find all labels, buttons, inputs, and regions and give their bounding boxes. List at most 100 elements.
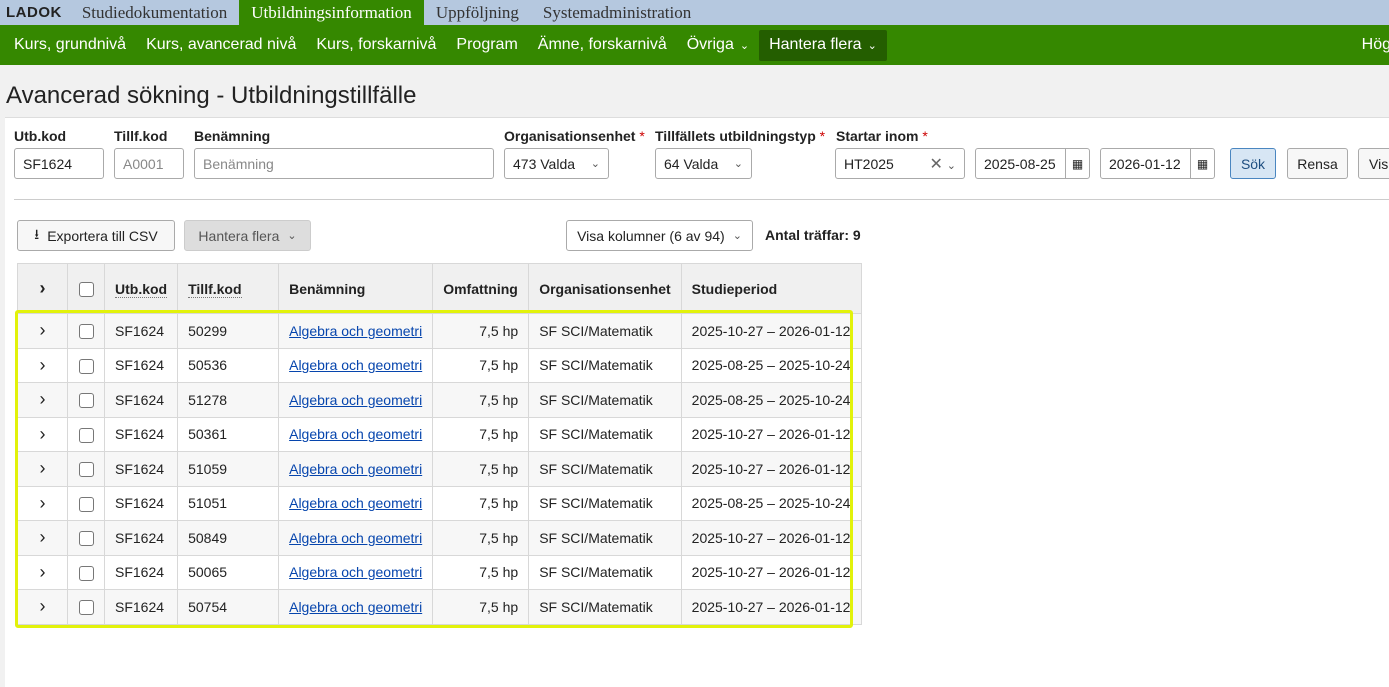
course-link[interactable]: Algebra och geometri [289,564,423,581]
utb-kod-input[interactable]: SF1624 [14,148,104,179]
expand-all-icon[interactable]: › [17,263,68,314]
cell-tillf-kod: 51051 [177,485,280,521]
cell-tillf-kod: 51059 [177,451,280,487]
nav-hantera-flera[interactable]: Hantera flera ⌄ [759,29,887,61]
table-row: › SF1624 50361 Algebra och geometri 7,5 … [17,416,862,452]
cell-utb-kod: SF1624 [103,485,179,521]
chevron-down-icon: ⌄ [946,159,956,172]
value: 64 Valda [664,155,719,172]
expand-row-icon[interactable]: › [17,520,68,556]
row-checkbox[interactable] [78,393,94,409]
cell-org: SF SCI/Matematik [528,520,682,556]
typ-select[interactable]: 64 Valda ⌄ [655,148,752,179]
results-table: › Utb.kod Tillf.kod Benämning Omfattning… [17,263,862,625]
row-checkbox[interactable] [78,358,94,374]
col-omfattning: Omfattning [432,263,530,314]
calendar-icon[interactable]: ▦ [1065,149,1089,178]
nav-kurs-forskarniva[interactable]: Kurs, forskarnivå [316,36,437,53]
row-checkbox[interactable] [78,427,94,443]
label-tillf-kod: Tillf.kod [114,128,168,144]
tab-utbildningsinformation[interactable]: Utbildningsinformation [239,0,424,25]
course-link[interactable]: Algebra och geometri [289,322,423,339]
course-link[interactable]: Algebra och geometri [289,495,423,512]
expand-row-icon[interactable]: › [17,589,68,625]
tab-uppfoljning[interactable]: Uppföljning [435,2,519,22]
cell-org: SF SCI/Matematik [528,451,682,487]
required-mark: * [639,128,645,144]
search-button[interactable]: Sök [1230,148,1276,179]
cell-studieperiod: 2025-10-27 – 2026-01-12 [680,451,862,487]
calendar-icon[interactable]: ▦ [1190,149,1214,178]
cell-studieperiod: 2025-10-27 – 2026-01-12 [680,416,862,452]
label-text: Startar inom [836,128,919,144]
tab-studiedokumentation[interactable]: Studiedokumentation [81,2,228,22]
nav-amne[interactable]: Ämne, forskarnivå [537,36,667,53]
expand-row-icon[interactable]: › [17,485,68,521]
course-link[interactable]: Algebra och geometri [289,529,423,546]
user-org[interactable]: Högs [1361,36,1389,53]
value: 2025-08-25 [984,155,1056,172]
expand-row-icon[interactable]: › [17,554,68,590]
row-checkbox[interactable] [78,462,94,478]
cell-studieperiod: 2025-08-25 – 2025-10-24 [680,485,862,521]
expand-row-icon[interactable]: › [17,347,68,383]
course-link[interactable]: Algebra och geometri [289,391,423,408]
startar-select[interactable]: HT2025 ✕ ⌄ [835,148,965,179]
course-link[interactable]: Algebra och geometri [289,598,423,615]
cell-tillf-kod: 50536 [177,347,280,383]
cell-studieperiod: 2025-10-27 – 2026-01-12 [680,589,862,625]
divider [14,199,1389,200]
col-org: Organisationsenhet [528,263,682,314]
cell-omfattning: 7,5 hp [432,382,530,418]
select-all-checkbox[interactable] [78,281,94,297]
manage-multiple-button[interactable]: Hantera flera ⌄ [184,220,311,251]
nav-ovriga[interactable]: Övriga ⌄ [677,30,759,61]
cell-utb-kod: SF1624 [103,347,179,383]
benamning-input[interactable]: Benämning [194,148,494,179]
cell-utb-kod: SF1624 [103,313,179,349]
clear-button[interactable]: Rensa [1287,148,1348,179]
row-checkbox[interactable] [78,565,94,581]
row-checkbox[interactable] [78,600,94,616]
nav-kurs-grundniva[interactable]: Kurs, grundnivå [14,36,127,53]
table-row: › SF1624 50299 Algebra och geometri 7,5 … [17,313,862,349]
page-title: Avancerad sökning - Utbildningstillfälle [6,82,417,109]
export-csv-button[interactable]: ⭳ Exportera till CSV [17,220,175,251]
nav-program[interactable]: Program [456,36,518,53]
date-to-input[interactable]: 2026-01-12 ▦ [1100,148,1215,179]
clear-icon[interactable]: ✕ [929,155,943,173]
row-checkbox[interactable] [78,324,94,340]
row-checkbox[interactable] [78,531,94,547]
tab-systemadministration[interactable]: Systemadministration [542,2,692,22]
nav-kurs-avancerad[interactable]: Kurs, avancerad nivå [146,36,297,53]
cell-org: SF SCI/Matematik [528,589,682,625]
expand-row-icon[interactable]: › [17,382,68,418]
cell-utb-kod: SF1624 [103,520,179,556]
course-link[interactable]: Algebra och geometri [289,460,423,477]
cell-studieperiod: 2025-10-27 – 2026-01-12 [680,520,862,556]
expand-row-icon[interactable]: › [17,313,68,349]
cell-tillf-kod: 50754 [177,589,280,625]
label-typ: Tillfällets utbildningstyp * [655,128,825,144]
col-tillf-kod[interactable]: Tillf.kod [188,280,242,298]
required-mark: * [922,128,928,144]
table-row: › SF1624 50754 Algebra och geometri 7,5 … [17,589,862,625]
course-link[interactable]: Algebra och geometri [289,426,423,443]
cell-omfattning: 7,5 hp [432,416,530,452]
columns-label: Visa kolumner (6 av 94) [577,227,725,244]
columns-button[interactable]: Visa kolumner (6 av 94) ⌄ [566,220,753,251]
row-checkbox[interactable] [78,496,94,512]
date-from-input[interactable]: 2025-08-25 ▦ [975,148,1090,179]
nav-ovriga-label: Övriga [686,36,734,53]
nav-hantera-label: Hantera flera [769,36,862,53]
course-link[interactable]: Algebra och geometri [289,357,423,374]
org-select[interactable]: 473 Valda ⌄ [504,148,609,179]
label-text: Organisationsenhet [504,128,636,144]
label-benamning: Benämning [194,128,271,144]
hit-count: Antal träffar: 9 [765,227,861,243]
tillf-kod-input[interactable]: A0001 [114,148,184,179]
col-utb-kod[interactable]: Utb.kod [115,280,168,298]
expand-row-icon[interactable]: › [17,451,68,487]
more-button[interactable]: Vis [1358,148,1389,179]
expand-row-icon[interactable]: › [17,416,68,452]
